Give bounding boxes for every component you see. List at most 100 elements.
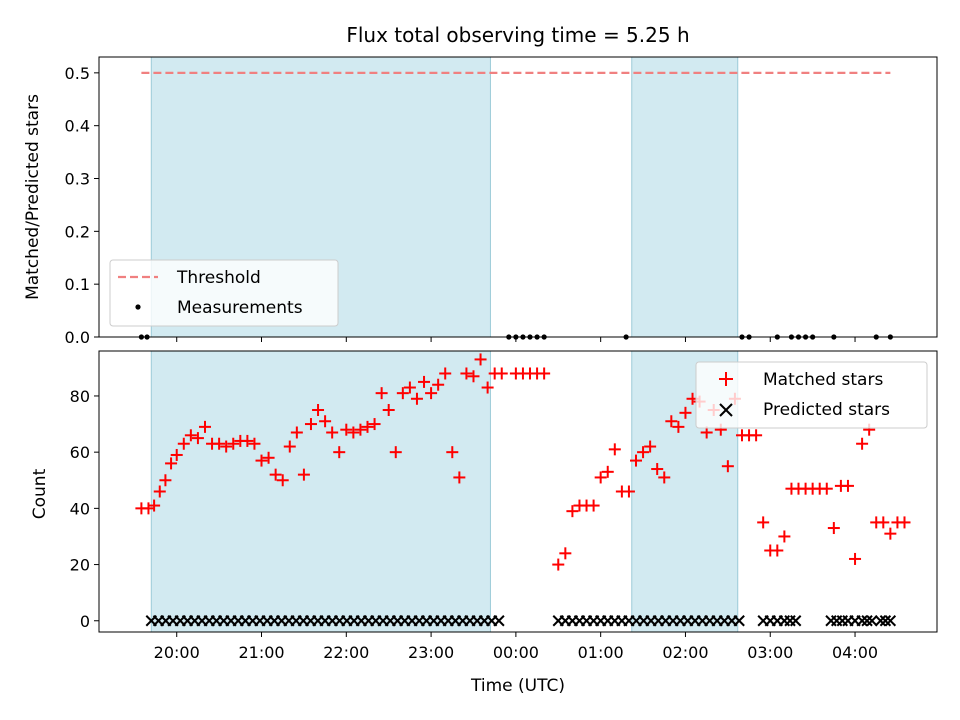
matched-star-marker: [460, 367, 473, 380]
chart-title: Flux total observing time = 5.25 h: [346, 23, 689, 47]
top-panel: 0.0 0.1 0.2 0.3 0.4 0.5 Matched/Predicted sta…: [23, 56, 938, 347]
shaded-interval: [150, 350, 491, 633]
predicted-star-marker: [493, 615, 505, 627]
y-tick-label: 20: [70, 556, 90, 575]
bottom-legend: Matched stars Predicted stars: [695, 361, 928, 429]
matched-star-marker: [644, 440, 657, 453]
y-tick-label: 0.1: [65, 275, 90, 294]
matched-star-marker: [453, 471, 466, 484]
predicted-star-marker: [874, 615, 887, 627]
y-tick-label: 60: [70, 443, 90, 462]
matched-star-marker: [326, 426, 339, 439]
y-tick-label: 0.3: [65, 170, 90, 189]
matched-star-marker: [170, 448, 183, 461]
matched-star-marker: [410, 392, 423, 405]
matched-star-marker: [559, 547, 572, 560]
matched-star-marker: [750, 429, 763, 442]
matched-star-marker: [177, 437, 190, 450]
matched-star-marker: [227, 437, 240, 450]
x-tick-label: 04:00: [832, 643, 878, 662]
legend-matched-swatch: [719, 372, 733, 386]
matched-star-marker: [827, 522, 840, 535]
matched-star-marker: [601, 465, 614, 478]
matched-star-marker: [220, 440, 233, 453]
matched-star-marker: [877, 516, 890, 529]
matched-star-marker: [566, 505, 579, 518]
predicted-star-marker: [733, 615, 745, 627]
x-tick-label: 23:00: [408, 643, 454, 662]
matched-star-marker: [432, 378, 445, 391]
x-tick-label: 20:00: [154, 643, 200, 662]
x-tick-label: 02:00: [662, 643, 708, 662]
matched-star-marker: [312, 404, 325, 417]
matched-star-marker: [439, 367, 452, 380]
shaded-interval: [631, 56, 739, 338]
x-tick-label: 03:00: [747, 643, 793, 662]
matched-star-marker: [629, 454, 642, 467]
matched-star-marker: [594, 471, 607, 484]
matched-star-marker: [198, 420, 211, 433]
matched-star-marker: [347, 426, 360, 439]
matched-star-marker: [262, 451, 275, 464]
matched-star-marker: [354, 423, 367, 436]
matched-star-marker: [679, 406, 692, 419]
matched-star-marker: [283, 440, 296, 453]
y-tick-label: 0.5: [65, 64, 90, 83]
y-tick-label: 80: [70, 387, 90, 406]
matched-star-marker: [637, 446, 650, 459]
matched-star-marker: [142, 502, 155, 515]
x-tick-label: 22:00: [323, 643, 369, 662]
matched-star-marker: [248, 437, 261, 450]
bottom-y-axis-label: Count: [30, 468, 50, 519]
matched-star-marker: [255, 454, 268, 467]
legend-predicted-label: Predicted stars: [763, 400, 890, 420]
y-tick-label: 0: [80, 612, 90, 631]
x-axis-label: Time (UTC): [470, 676, 565, 696]
matched-star-marker: [771, 544, 784, 557]
matched-star-marker: [382, 404, 395, 417]
predicted-star-marker: [884, 615, 897, 627]
y-tick-label: 0.4: [65, 117, 90, 136]
matched-star-marker: [148, 499, 161, 512]
matched-star-marker: [446, 446, 459, 459]
matched-star-marker: [884, 527, 897, 540]
matched-star-marker: [651, 463, 664, 476]
matched-star-marker: [368, 418, 381, 431]
matched-star-marker: [467, 370, 480, 383]
matched-star-marker: [622, 485, 635, 498]
x-tick-label: 21:00: [238, 643, 284, 662]
top-legend: Threshold Measurements: [109, 259, 339, 327]
y-tick-label: 40: [70, 499, 90, 518]
legend-measurements-label: Measurements: [177, 298, 303, 318]
matched-star-marker: [396, 387, 409, 400]
matched-star-marker: [665, 415, 678, 428]
legend-threshold-label: Threshold: [176, 268, 261, 288]
matched-star-marker: [757, 516, 770, 529]
matched-star-marker: [856, 437, 869, 450]
matched-star-marker: [389, 446, 402, 459]
matched-star-marker: [658, 471, 671, 484]
matched-star-marker: [425, 387, 438, 400]
matched-star-marker: [898, 516, 911, 529]
matched-star-marker: [333, 446, 346, 459]
matched-star-marker: [778, 530, 791, 543]
matched-star-marker: [587, 499, 600, 512]
matched-star-marker: [304, 418, 317, 431]
matched-star-marker: [841, 479, 854, 492]
legend-measurements-swatch: [135, 304, 141, 310]
matched-star-marker: [552, 558, 565, 571]
matched-star-marker: [375, 387, 388, 400]
matched-star-marker: [241, 434, 254, 447]
bottom-panel: 0 20 40 60 80 20:00 21:00 22:00 23:00 00:00 01:00…: [30, 350, 938, 696]
predicted-star-marker: [879, 615, 892, 627]
matched-star-marker: [297, 468, 310, 481]
matched-star-marker: [269, 468, 282, 481]
matched-star-marker: [820, 482, 833, 495]
matched-star-marker: [213, 437, 226, 450]
matched-star-marker: [290, 426, 303, 439]
y-tick-label: 0.2: [65, 222, 90, 241]
matched-star-marker: [319, 415, 332, 428]
matched-star-marker: [184, 429, 197, 442]
top-plot-frame: [98, 56, 938, 338]
bottom-plot-frame: [98, 350, 938, 633]
